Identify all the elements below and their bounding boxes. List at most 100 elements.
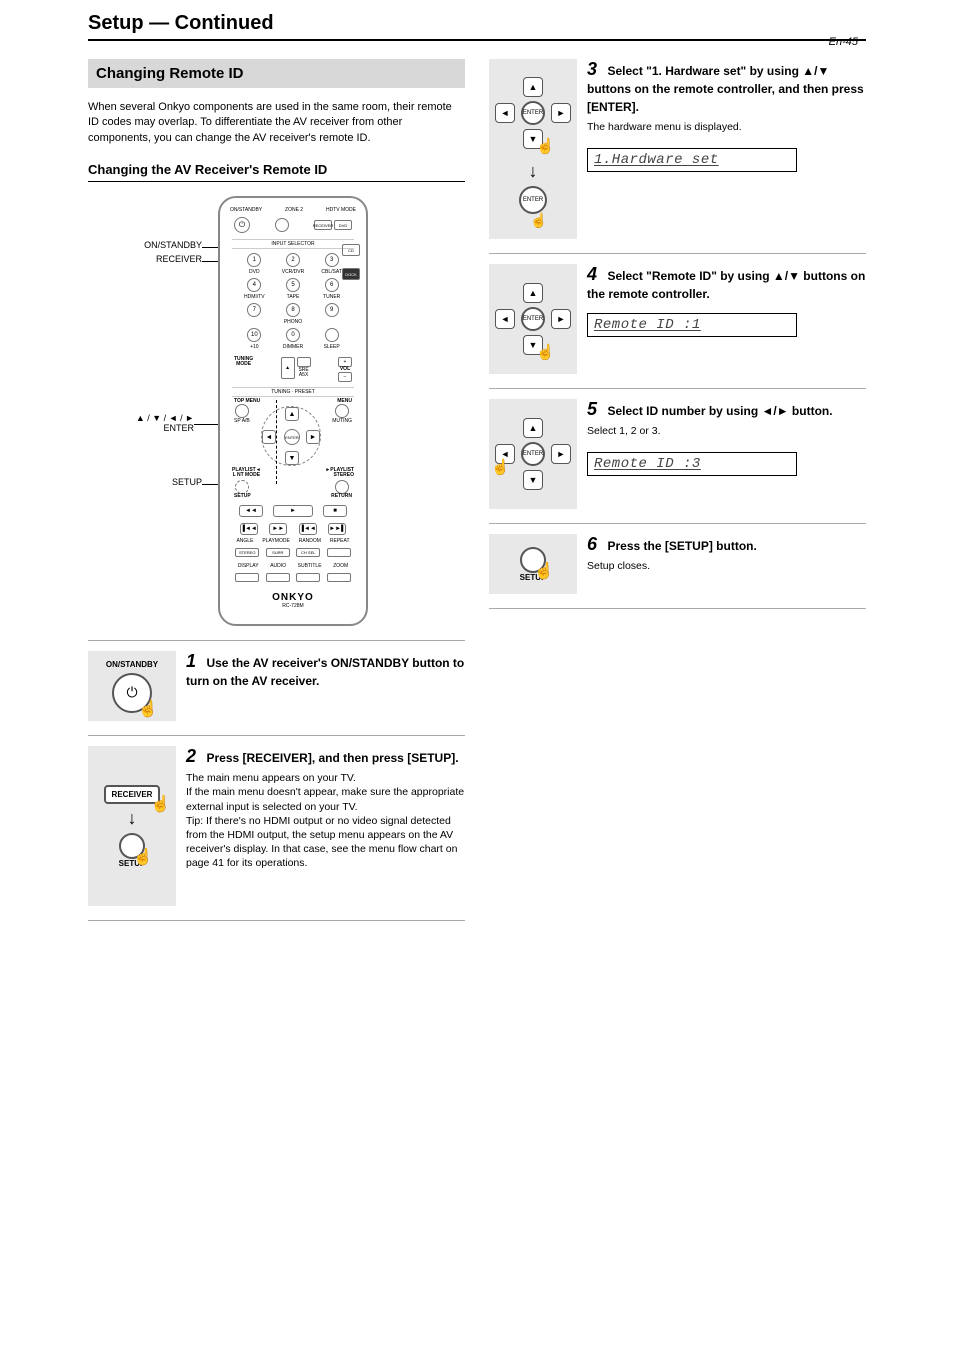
subtitle-label: SUBTITLE — [298, 564, 322, 569]
step-title: Press the [SETUP] button. — [607, 539, 756, 553]
nav-up-button: ▲ — [281, 357, 295, 379]
onkyo-logo: ONKYO — [228, 592, 358, 603]
num-button — [325, 328, 339, 342]
blank-button — [327, 548, 351, 557]
remote-dpad: ▲ ▼ ◄ ► ENTER — [261, 406, 321, 466]
dvd-mode-button: DVD — [334, 220, 352, 230]
playlist-left-label: PLAYLIST◄ L NT MODE — [232, 468, 261, 478]
divider — [489, 253, 866, 254]
zoom-button — [327, 573, 351, 582]
sre-label: SRE A5X — [297, 368, 311, 378]
divider — [489, 388, 866, 389]
dpad-down-icon: ▼ — [523, 470, 543, 490]
dpad-left-icon: ◄ — [495, 103, 515, 123]
finger-icon — [150, 794, 168, 812]
divider — [489, 523, 866, 524]
num-button: 8 — [286, 303, 300, 317]
num-label — [315, 320, 348, 325]
dpad-up-icon: ▲ — [523, 418, 543, 438]
step-number: 6 — [587, 534, 597, 554]
page-title: Setup — Continued — [88, 12, 866, 35]
dpad-enter-icon: ENTER — [521, 101, 545, 125]
remote-onstandby-label: ON/STANDBY — [230, 208, 262, 213]
page-number: En-45 — [829, 36, 858, 48]
finger-icon — [138, 699, 156, 717]
setup-label: SETUP — [234, 494, 251, 499]
num-button: 3 — [325, 253, 339, 267]
stereo-button: STEREO — [235, 548, 259, 557]
chsel-button: CH SEL — [296, 548, 320, 557]
step-title: Use the AV receiver's ON/STANDBY button … — [186, 656, 464, 688]
arrow-down-icon: ↓ — [529, 161, 538, 182]
dpad-right-icon: ► — [551, 444, 571, 464]
dpad-right-icon: ► — [551, 103, 571, 123]
input-selector-label: INPUT SELECTOR — [232, 239, 354, 249]
finger-icon — [133, 847, 151, 865]
remote-hdtv-label: HDTV MODE — [326, 208, 356, 213]
playlist-right-label: ►PLAYLIST STEREO — [325, 468, 354, 478]
step-title: Press [RECEIVER], and then press [SETUP]… — [206, 751, 458, 765]
zone2-button — [275, 218, 289, 232]
num-label: TUNER — [315, 295, 348, 300]
lcd-display: 1.Hardware set — [587, 148, 797, 172]
sub-heading: Changing the AV Receiver's Remote ID — [88, 162, 465, 177]
angle-label: ANGLE — [236, 539, 253, 544]
step-title: Select "1. Hardware set" by using ▲/▼ bu… — [587, 64, 864, 114]
finger-icon: ☝ — [536, 343, 555, 361]
receiver-icon: RECEIVER — [104, 785, 161, 804]
dpad-icon: ▲ ▼ ◄ ► ENTER ☝ — [493, 279, 573, 359]
sp-ab-label: SP A/B — [234, 419, 250, 424]
enter-press-icon: ENTER — [519, 186, 547, 214]
display-button — [235, 573, 259, 582]
muting-label: MUTING — [332, 419, 352, 424]
random-label: RANDOM — [299, 539, 321, 544]
remote-model: RC-728M — [228, 603, 358, 609]
dock-mode-button: DOCK — [342, 268, 360, 280]
callout-line — [202, 247, 218, 248]
dpad-icon: ▲ ▼ ◄ ► ENTER ☝ — [493, 73, 573, 153]
surr-button: SURR — [266, 548, 290, 557]
num-label — [238, 320, 271, 325]
legend-arrows-enter: ▲ / ▼ / ◄ / ► ENTER — [88, 414, 194, 434]
finger-icon: ☝ — [530, 212, 547, 229]
num-button: 5 — [286, 278, 300, 292]
num-button: 4 — [247, 278, 261, 292]
num-button: 7 — [247, 303, 261, 317]
divider — [88, 735, 465, 736]
step-body: Setup closes. — [587, 559, 866, 573]
num-label: VCR/DVR — [277, 270, 310, 275]
step-title: Select ID number by using ◄/► button. — [607, 404, 832, 418]
step-number: 3 — [587, 59, 597, 79]
num-button: 0 — [286, 328, 300, 342]
dpad-down-button: ▼ — [285, 451, 299, 465]
repeat-label: REPEAT — [330, 539, 350, 544]
cd-mode-button: CD — [342, 244, 360, 256]
transport-skip-back: ▐◄◄ — [240, 523, 258, 535]
transport-rew: ◄◄ — [239, 505, 263, 517]
num-button: 2 — [286, 253, 300, 267]
transport-prev: ▐◄◄ — [299, 523, 317, 535]
step-number: 5 — [587, 399, 597, 419]
lcd-display: Remote ID :3 — [587, 452, 797, 476]
section-header: Changing Remote ID — [88, 59, 465, 88]
top-menu-button — [235, 404, 249, 418]
transport-play: ► — [273, 505, 313, 517]
dotted-callout — [276, 400, 277, 484]
divider — [88, 640, 465, 641]
zoom-label: ZOOM — [333, 564, 348, 569]
header-rule — [88, 39, 866, 41]
dpad-icon: ▲ ▼ ◄ ► ENTER ☝ — [493, 414, 573, 494]
num-label: DVD — [238, 270, 271, 275]
step-number: 1 — [186, 651, 196, 671]
display-label: DISPLAY — [238, 564, 259, 569]
vol-down-button: − — [338, 372, 352, 382]
num-label: HDMI/TV — [238, 295, 271, 300]
return-label: RETURN — [331, 494, 352, 499]
step-1: ON/STANDBY ⏻ 1 Use the AV receiver's ON/… — [88, 651, 465, 721]
playmode-label: PLAYMODE — [262, 539, 289, 544]
finger-icon — [534, 561, 552, 579]
legend-onstandby: ON/STANDBY — [92, 241, 202, 251]
divider — [88, 920, 465, 921]
legend-receiver: RECEIVER — [92, 255, 202, 265]
step-number: 4 — [587, 264, 597, 284]
